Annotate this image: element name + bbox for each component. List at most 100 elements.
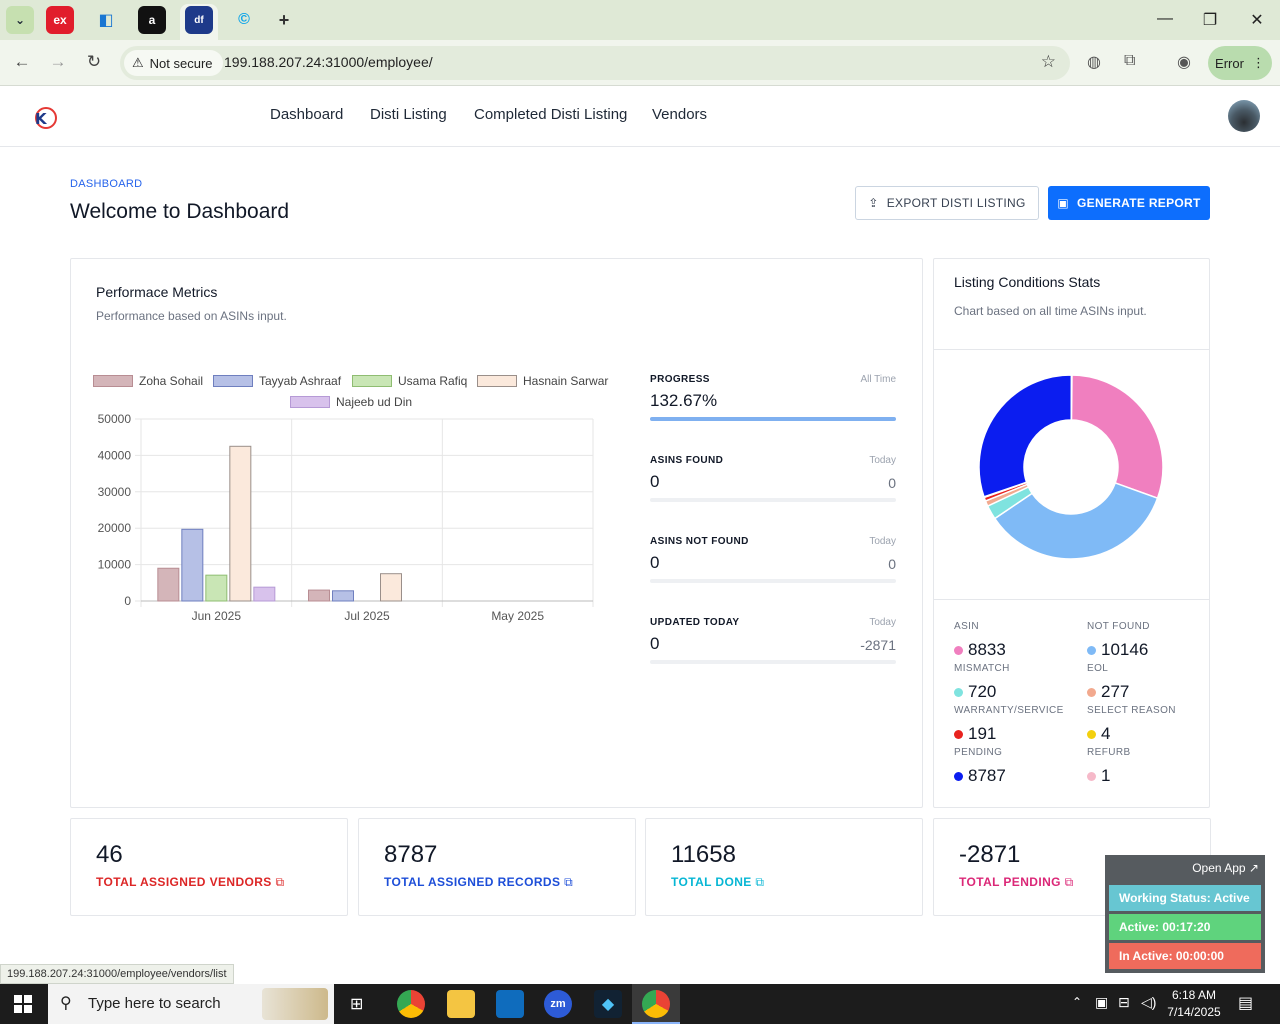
progress-fill [650,417,896,421]
address-bar[interactable]: ⚠ Not secure 199.188.207.24:31000/employ… [120,46,1070,80]
kpi-link[interactable]: TOTAL PENDING ⧉ [959,875,1074,890]
volume-icon[interactable]: ◁) [1141,994,1157,1010]
tray-chevron-icon[interactable]: ⌃ [1072,995,1083,1009]
stat-number: 8833 [968,640,1006,659]
extensions-puzzle-icon[interactable]: ⧉ [1124,52,1136,69]
back-arrow-icon[interactable]: ← [13,52,31,71]
stat-label: REFURB [1087,747,1131,758]
notification-icon[interactable]: ▤ [1238,995,1254,1012]
x-tick-label: Jun 2025 [192,609,242,623]
metric-period: All Time [860,374,896,385]
legend-dot-icon [1087,729,1096,739]
kpi-value: -2871 [959,841,1021,868]
new-tab-plus-icon[interactable]: + [278,9,290,30]
user-avatar[interactable] [1228,100,1260,132]
working-status: Working Status: Active [1109,885,1261,911]
kpi-link[interactable]: TOTAL DONE ⧉ [671,875,764,890]
outlook-icon[interactable] [496,990,524,1018]
security-chip[interactable]: ⚠ Not secure [124,50,223,76]
donut-slice[interactable] [978,374,1073,498]
nav-dashboard[interactable]: Dashboard [270,106,344,123]
external-link-icon: ⧉ [564,875,574,889]
close-icon[interactable]: ✕ [1250,12,1264,29]
legend-dot-icon [954,645,963,655]
url-text[interactable]: 199.188.207.24:31000/employee/ [224,54,433,70]
external-link-icon: ⧉ [1064,875,1074,889]
performance-subtitle: Performance based on ASINs input. [96,309,287,323]
minimize-icon[interactable]: — [1157,10,1173,27]
reload-icon[interactable]: ↻ [86,52,102,71]
nav-disti-listing[interactable]: Disti Listing [370,106,447,123]
tab-search-chevron-icon[interactable]: ⌄ [6,6,34,34]
time-tracker-widget: Open App ↗ Working Status: Active Active… [1105,855,1265,973]
generate-report-button[interactable]: ▣ GENERATE REPORT [1048,186,1210,220]
metric-value: 0 [650,634,660,653]
tab-blue-app-icon[interactable]: ◧ [98,12,114,29]
stat-value: 8787 [954,766,1006,786]
metric-label: ASINS FOUND [650,455,724,466]
svg-text:K: K [35,110,48,128]
clock-date: 7/14/2025 [1167,1005,1221,1019]
profile-error-label: Error [1215,55,1244,71]
stat-value: 191 [954,724,996,744]
active-chrome-task[interactable] [632,984,680,1024]
nav-vendors[interactable]: Vendors [652,106,708,123]
metric-label: PROGRESS [650,374,710,385]
kpi-link[interactable]: TOTAL ASSIGNED VENDORS ⧉ [96,875,284,890]
stat-label: MISMATCH [954,663,1010,674]
upload-icon: ⇪ [868,196,879,210]
profile-icon[interactable]: ◉ [1177,54,1191,71]
bookmark-star-icon[interactable]: ☆ [1040,52,1056,71]
y-tick-label: 30000 [98,485,132,499]
conditions-subtitle: Chart based on all time ASINs input. [954,304,1147,318]
legend-item[interactable]: Tayyab Ashraaf [213,374,341,388]
metric-value: 0 [650,472,660,491]
tab-c-icon[interactable]: © [238,11,250,28]
app-logo[interactable]: K [32,104,58,130]
stat-number: 10146 [1101,640,1149,659]
y-tick-label: 40000 [98,448,132,462]
x-tick-label: May 2025 [491,609,544,623]
globe-icon[interactable]: ◍ [1087,54,1101,71]
metric-value: 132.67% [650,391,718,410]
legend-item[interactable]: Hasnain Sarwar [477,374,608,388]
windows-start-icon[interactable] [14,995,32,1013]
taskbar-clock[interactable]: 6:18 AM 7/14/2025 [1164,987,1224,1021]
chrome-icon[interactable] [397,990,425,1018]
legend-dot-icon [1087,645,1096,655]
legend-item[interactable]: Najeeb ud Din [290,395,412,409]
legend-swatch [213,375,253,387]
network-icon[interactable]: ⊟ [1118,994,1130,1010]
export-disti-listing-button[interactable]: ⇪ EXPORT DISTI LISTING [855,186,1039,220]
legend-item[interactable]: Usama Rafiq [352,374,467,388]
kpi-label: TOTAL PENDING [959,875,1065,889]
tab-df-icon[interactable]: df [185,6,213,34]
open-app-link[interactable]: Open App ↗ [1192,861,1259,875]
legend-item[interactable]: Zoha Sohail [93,374,203,388]
tray-app-icon[interactable]: ▣ [1095,994,1109,1010]
zoom-icon[interactable]: zm [544,990,572,1018]
kpi-link[interactable]: TOTAL ASSIGNED RECORDS ⧉ [384,875,573,890]
legend-swatch [477,375,517,387]
legend-swatch [290,396,330,408]
taskbar-search-box[interactable]: ⚲ Type here to search [48,984,334,1024]
tab-amazon-icon[interactable]: a [138,6,166,34]
tab-ex-icon[interactable]: ex [46,6,74,34]
donut-slice[interactable] [1070,374,1164,500]
donut-slice[interactable] [993,481,1159,560]
stat-value: 720 [954,682,996,702]
nav-completed-disti-listing[interactable]: Completed Disti Listing [474,106,628,123]
stat-number: 1 [1101,766,1111,785]
kpi-card: 46 TOTAL ASSIGNED VENDORS ⧉ [70,818,348,916]
legend-swatch [93,375,133,387]
file-explorer-icon[interactable] [447,990,475,1018]
app-diamond-icon[interactable]: ◆ [594,990,622,1018]
kpi-label: TOTAL ASSIGNED VENDORS [96,875,276,889]
restore-icon[interactable]: ❐ [1202,12,1218,29]
bar [332,590,354,602]
donut-slice[interactable] [1070,374,1073,421]
stat-value: 10146 [1087,640,1148,660]
forward-arrow-icon[interactable]: → [49,52,67,71]
task-view-icon[interactable]: ⊞ [350,996,364,1013]
profile-error-button[interactable]: Error ⋮ [1208,46,1272,80]
